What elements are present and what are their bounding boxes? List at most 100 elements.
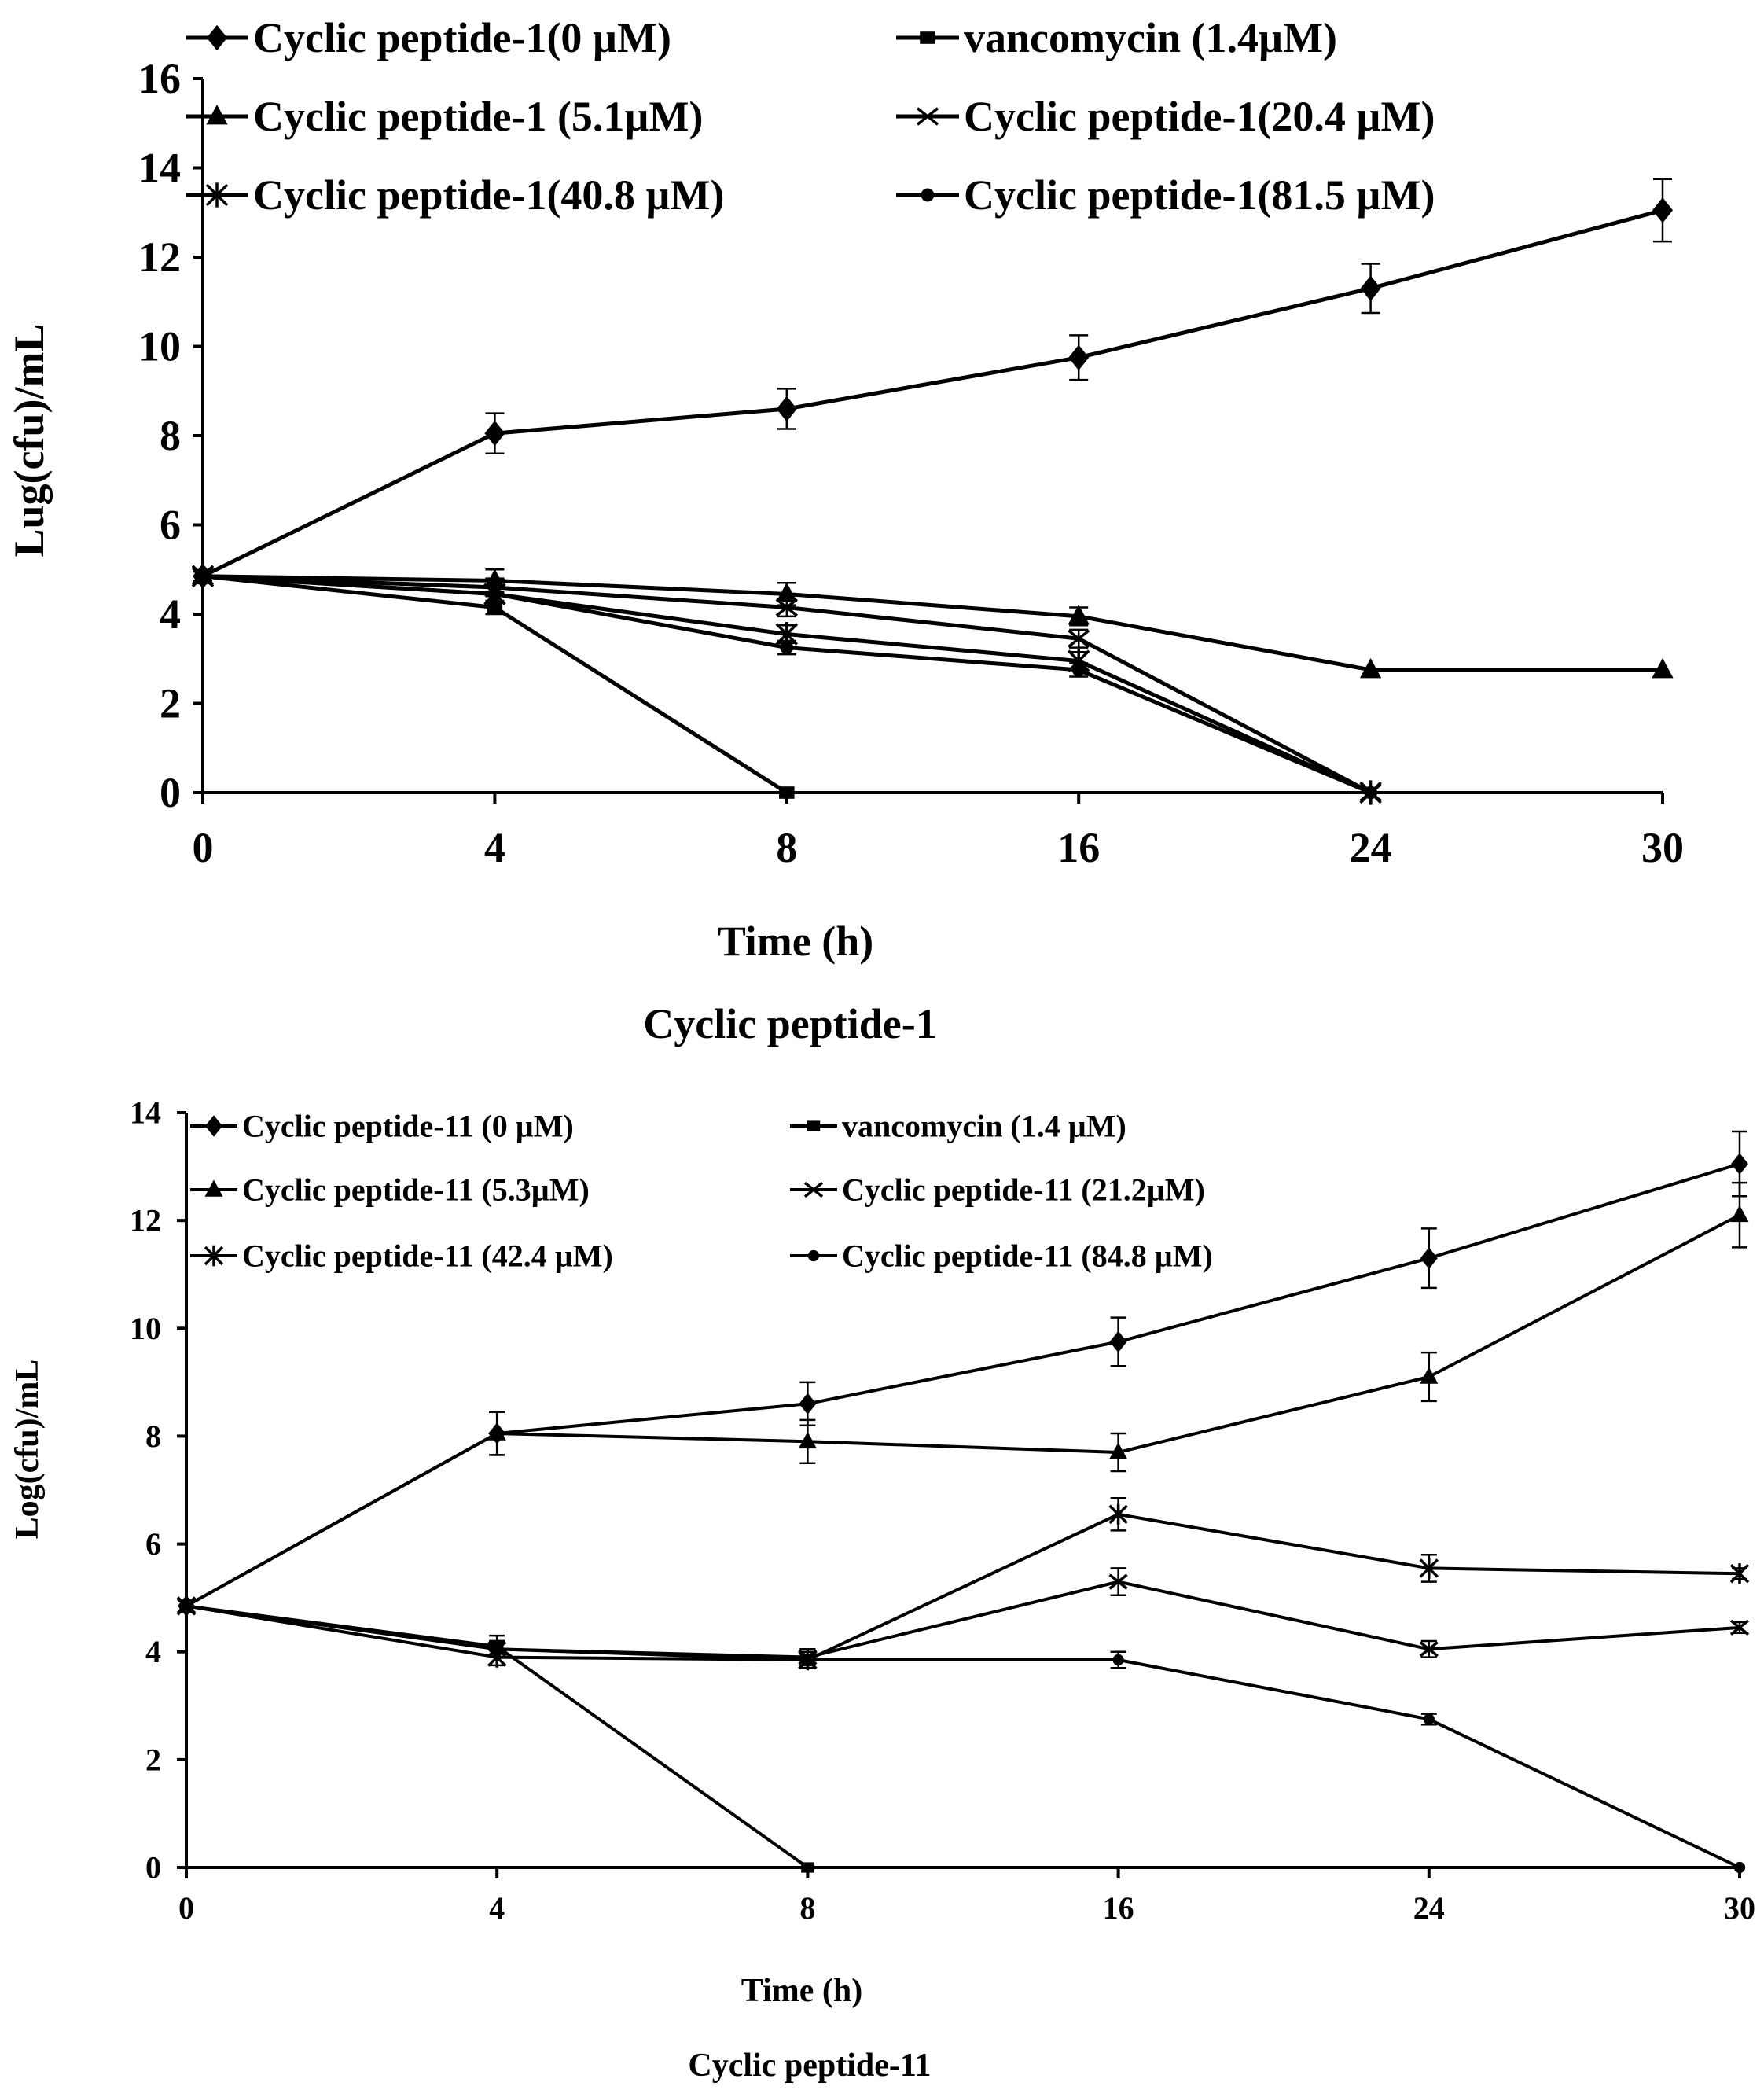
x-tick-label: 8 xyxy=(799,1890,815,1926)
circle-marker xyxy=(807,1249,820,1262)
legend-label: Cyclic peptide-1(0 µM) xyxy=(253,14,671,61)
triangle-marker xyxy=(487,1423,506,1441)
x-tick-label: 24 xyxy=(1413,1890,1445,1926)
square-marker xyxy=(807,1120,821,1131)
y-tick-label: 16 xyxy=(138,55,181,102)
y-tick-label: 14 xyxy=(130,1095,161,1131)
circle-marker xyxy=(1071,663,1086,677)
x-tick-label: 24 xyxy=(1350,824,1392,871)
legend-label: Cyclic peptide-11 (42.4 µM) xyxy=(242,1238,613,1274)
x-axis-title: Time (h) xyxy=(741,1973,862,2009)
y-tick-label: 10 xyxy=(138,323,181,370)
x-tick-label: 0 xyxy=(193,824,214,871)
circle-marker xyxy=(1364,786,1378,800)
legend-entry: vancomycin (1.4 µM) xyxy=(790,1109,1126,1144)
series-line xyxy=(186,1604,1740,1869)
x-tick-label: 4 xyxy=(484,824,505,871)
series-asterisk xyxy=(176,1497,1750,1671)
legend-label: Cyclic peptide-1(40.8 µM) xyxy=(253,171,724,219)
y-axis-title: Log(cfu)/mL xyxy=(9,1360,46,1540)
legend-label: vancomycin (1.4µM) xyxy=(964,14,1337,61)
y-tick-label: 4 xyxy=(145,1634,161,1669)
legend-entry: Cyclic peptide-11 (21.2µM) xyxy=(790,1172,1205,1208)
x-marker xyxy=(775,598,798,617)
series-line xyxy=(186,1512,1740,1661)
circle-marker xyxy=(921,188,935,202)
circle-marker xyxy=(780,641,794,655)
legend-label: Cyclic peptide-1 (5.1µM) xyxy=(253,93,703,140)
asterisk-marker xyxy=(1108,1503,1128,1525)
legend-label: Cyclic peptide-11 (21.2µM) xyxy=(842,1172,1205,1208)
x-tick-label: 30 xyxy=(1641,824,1684,871)
asterisk-marker xyxy=(1419,1558,1439,1579)
legend-entry: vancomycin (1.4µM) xyxy=(896,14,1337,61)
asterisk-marker xyxy=(204,1245,224,1267)
series-x xyxy=(191,566,1382,802)
asterisk-marker xyxy=(1729,1563,1750,1584)
triangle-marker xyxy=(1109,1442,1128,1459)
triangle-marker xyxy=(798,1431,817,1449)
diamond-marker xyxy=(1068,344,1090,370)
legend-label: Cyclic peptide-11 (0 µM) xyxy=(242,1109,574,1144)
circle-marker xyxy=(1423,1713,1435,1725)
diamond-marker xyxy=(207,24,227,51)
x-marker xyxy=(1108,1573,1128,1590)
asterisk-marker xyxy=(205,182,229,208)
legend-entry: Cyclic peptide-1 (5.1µM) xyxy=(186,93,703,140)
square-marker xyxy=(801,1862,814,1873)
series-triangle xyxy=(177,1181,1749,1613)
series-x xyxy=(176,1567,1750,1667)
triangle-marker xyxy=(1730,1205,1749,1223)
diamond-marker xyxy=(799,1393,817,1415)
triangle-marker xyxy=(1652,657,1674,679)
y-tick-label: 2 xyxy=(160,680,181,727)
series-line xyxy=(201,208,1663,579)
legend-entry: Cyclic peptide-1(20.4 µM) xyxy=(896,93,1435,140)
triangle-marker xyxy=(1068,604,1090,625)
circle-marker xyxy=(491,1643,503,1655)
diamond-marker xyxy=(205,1115,222,1137)
legend-entry: Cyclic peptide-1(40.8 µM) xyxy=(186,171,724,219)
y-tick-label: 6 xyxy=(145,1526,161,1562)
y-tick-label: 10 xyxy=(130,1311,161,1346)
x-marker xyxy=(916,107,939,126)
series-line xyxy=(202,574,1663,672)
x-marker xyxy=(803,1181,824,1198)
triangle-marker xyxy=(1359,657,1382,679)
diamond-marker xyxy=(1731,1153,1748,1175)
diamond-marker xyxy=(1420,1247,1438,1269)
y-tick-label: 4 xyxy=(160,591,181,638)
y-tick-label: 0 xyxy=(145,1850,161,1886)
legend-label: Cyclic peptide-11 (5.3µM) xyxy=(242,1172,590,1208)
x-tick-label: 8 xyxy=(776,824,797,871)
y-tick-label: 6 xyxy=(160,502,181,549)
chart-title: Cyclic peptide-1 xyxy=(643,1000,936,1047)
circle-marker xyxy=(180,1600,193,1612)
diamond-marker xyxy=(776,396,797,422)
legend-entry: Cyclic peptide-11 (84.8 µM) xyxy=(790,1238,1213,1274)
square-marker xyxy=(779,786,795,799)
circle-marker xyxy=(1112,1654,1124,1666)
triangle-marker xyxy=(204,1179,223,1197)
diamond-marker xyxy=(1109,1330,1127,1353)
y-tick-label: 12 xyxy=(138,234,181,281)
triangle-marker xyxy=(776,582,798,602)
y-axis-title: Lug(cfu)/mL xyxy=(6,324,53,557)
y-tick-label: 2 xyxy=(145,1742,161,1777)
x-marker xyxy=(1419,1641,1439,1658)
y-tick-label: 14 xyxy=(138,145,181,192)
x-tick-label: 16 xyxy=(1057,824,1100,871)
triangle-marker xyxy=(206,105,228,125)
square-marker xyxy=(487,601,503,614)
series-line xyxy=(186,1213,1740,1608)
series-line xyxy=(186,1162,1740,1608)
y-tick-label: 12 xyxy=(130,1203,161,1238)
x-axis-title: Time (h) xyxy=(718,918,874,965)
x-tick-label: 30 xyxy=(1724,1890,1755,1926)
x-marker xyxy=(1729,1619,1750,1636)
x-tick-label: 16 xyxy=(1103,1890,1134,1926)
legend-label: Cyclic peptide-1(81.5 µM) xyxy=(964,171,1435,219)
chart-title: Cyclic peptide-11 xyxy=(688,2048,931,2084)
